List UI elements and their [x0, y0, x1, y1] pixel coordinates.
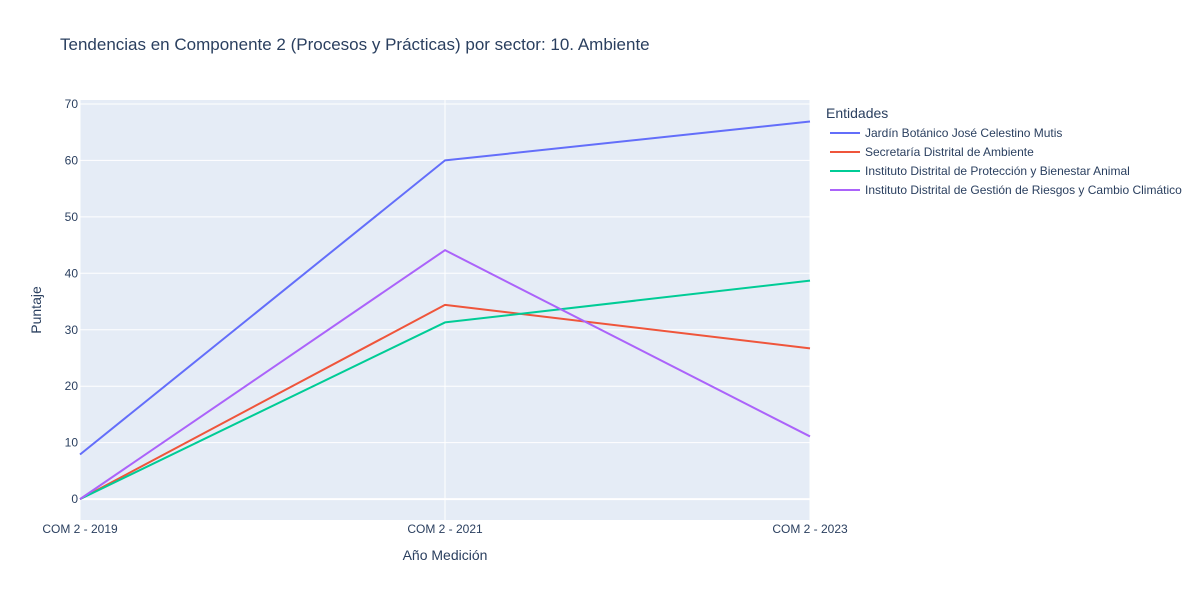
y-tick-label: 30	[65, 323, 79, 337]
legend-label: Instituto Distrital de Protección y Bien…	[865, 164, 1130, 178]
y-tick-label: 10	[65, 436, 79, 450]
y-axis-ticks: 0 10 20 30 40 50 60 70	[65, 97, 79, 506]
legend-label: Instituto Distrital de Gestión de Riesgo…	[865, 183, 1182, 197]
y-tick-label: 40	[65, 266, 79, 280]
y-tick-label: 60	[65, 153, 79, 167]
legend-item[interactable]: Instituto Distrital de Protección y Bien…	[830, 164, 1130, 178]
gridlines	[79, 100, 811, 520]
legend-label: Jardín Botánico José Celestino Mutis	[865, 126, 1062, 140]
x-axis-ticks: COM 2 - 2019 COM 2 - 2021 COM 2 - 2023	[42, 522, 848, 536]
x-tick-label: COM 2 - 2021	[407, 522, 483, 536]
x-tick-label: COM 2 - 2019	[42, 522, 118, 536]
x-axis-title: Año Medición	[403, 547, 488, 563]
legend: Entidades Jardín Botánico José Celestino…	[826, 105, 1182, 197]
y-tick-label: 70	[65, 97, 79, 111]
legend-item[interactable]: Jardín Botánico José Celestino Mutis	[830, 126, 1062, 140]
series-line-1	[79, 120, 811, 456]
y-axis-title: Puntaje	[28, 286, 44, 334]
x-tick-label: COM 2 - 2023	[772, 522, 848, 536]
legend-item[interactable]: Secretaría Distrital de Ambiente	[830, 145, 1034, 159]
series-line-2	[79, 303, 811, 500]
y-tick-label: 20	[65, 379, 79, 393]
y-tick-label: 0	[71, 492, 78, 506]
legend-label: Secretaría Distrital de Ambiente	[865, 145, 1034, 159]
chart-title: Tendencias en Componente 2 (Procesos y P…	[60, 35, 650, 54]
series-line-3	[79, 279, 811, 501]
legend-item[interactable]: Instituto Distrital de Gestión de Riesgo…	[830, 183, 1182, 197]
series-lines	[79, 120, 811, 501]
y-tick-label: 50	[65, 210, 79, 224]
legend-title: Entidades	[826, 105, 888, 121]
series-line-4	[79, 249, 811, 500]
